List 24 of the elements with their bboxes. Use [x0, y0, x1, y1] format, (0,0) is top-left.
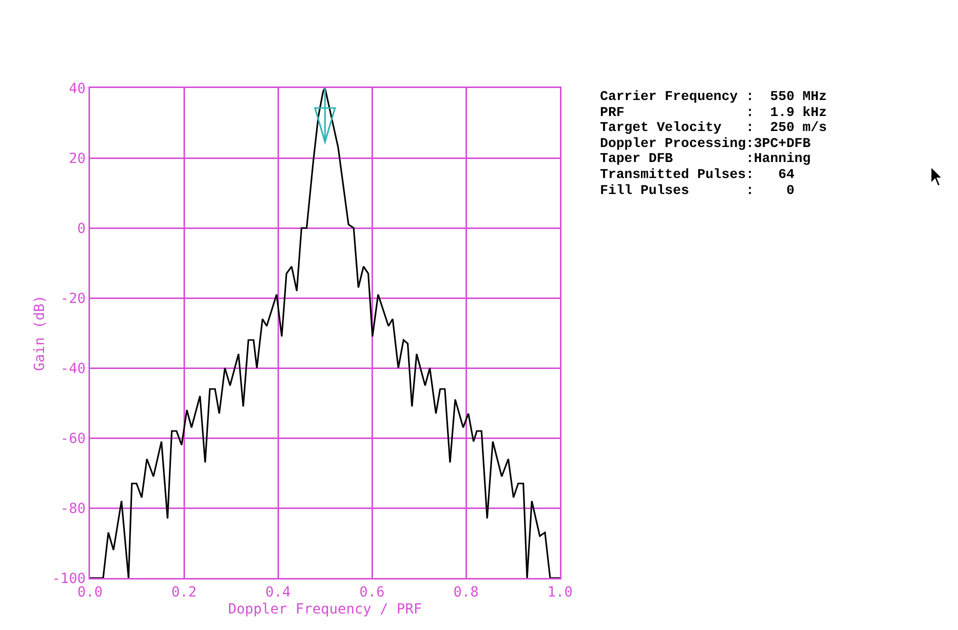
- y-tick-label: 40: [68, 80, 86, 97]
- text: Fill Pulses : 0: [600, 184, 796, 200]
- x-tick-label: 0.0: [77, 584, 103, 600]
- x-tick-label: 0.8: [453, 584, 479, 600]
- x-tick-label: 1.0: [547, 584, 573, 600]
- text: Taper DFB :Hanning: [600, 152, 812, 168]
- y-tick-label: -40: [60, 360, 86, 377]
- y-tick-label: -20: [60, 290, 86, 307]
- text: Doppler Processing:3PC+DFB: [600, 136, 812, 152]
- x-axis-title: Doppler Frequency / PRF: [228, 601, 422, 618]
- y-tick-label: -100: [52, 570, 86, 587]
- x-tick-label: 0.2: [171, 584, 197, 600]
- text: Transmitted Pulses: 64: [600, 168, 796, 184]
- y-tick-label: 20: [68, 150, 86, 167]
- x-tick-label: 0.6: [359, 584, 385, 600]
- line-series: [90, 88, 560, 578]
- y-tick-label: 0: [77, 220, 86, 237]
- text: Carrier Frequency : 550 MHz: [600, 90, 827, 106]
- text: PRF : 1.9 kHz: [600, 106, 827, 121]
- y-tick-label: -80: [60, 500, 86, 517]
- y-axis-title: Gain (dB): [32, 295, 48, 371]
- y-tick-label: -60: [60, 430, 86, 447]
- text: Target Velocity : 250 m/s: [600, 121, 827, 137]
- x-tick-label: 0.4: [265, 584, 291, 600]
